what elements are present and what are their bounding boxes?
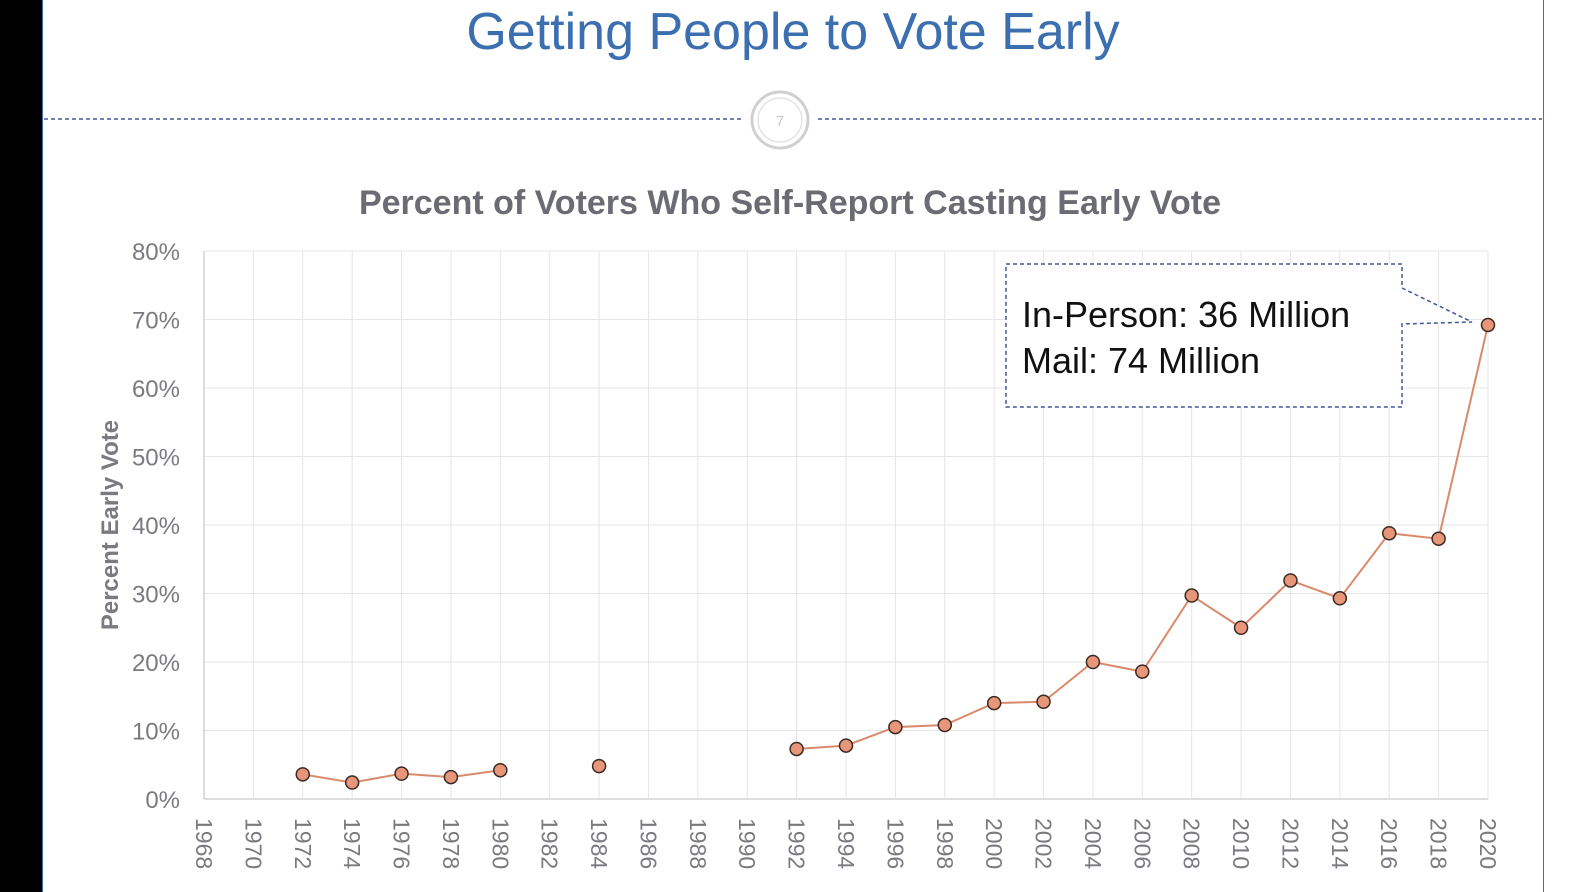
y-tick-labels: 0% 10% 20% 30% 40% 50% 60% 70% 80% (132, 239, 180, 814)
data-point-2018 (1431, 531, 1446, 546)
x-tick-label: 1980 (487, 818, 513, 869)
y-tick-label: 20% (132, 650, 180, 677)
data-point-1996 (888, 719, 903, 735)
series-line-segment (1042, 661, 1094, 703)
x-tick-label: 1970 (240, 818, 266, 869)
data-point-1994 (838, 738, 854, 753)
series-lines (302, 324, 1489, 784)
data-point-2004 (1085, 654, 1101, 670)
x-tick-label: 2006 (1129, 818, 1155, 869)
y-axis-label: Percent Early Vote (97, 420, 124, 630)
series-line-segment (845, 726, 896, 747)
series-line-segment (1141, 595, 1193, 673)
series-line-segment (401, 772, 451, 779)
series-line-segment (1240, 579, 1292, 629)
data-point-2008 (1184, 588, 1199, 603)
series-line-segment (302, 773, 353, 784)
data-point-1998 (937, 717, 953, 733)
series-line-segment (1191, 594, 1242, 629)
data-point-1984 (591, 758, 607, 774)
x-tick-label: 1974 (339, 818, 365, 869)
y-tick-label: 60% (132, 376, 180, 403)
y-tick-label: 70% (132, 308, 180, 335)
y-tick-label: 0% (145, 787, 180, 814)
series-line-segment (944, 702, 995, 726)
x-tick-label: 1992 (784, 818, 810, 869)
y-tick-label: 80% (132, 239, 180, 266)
data-point-1972 (295, 767, 311, 782)
x-tick-label: 1984 (586, 818, 612, 869)
series-line-segment (1092, 661, 1143, 673)
x-tick-label: 2016 (1376, 818, 1402, 869)
slide-right-margin (1544, 0, 1586, 892)
x-tick-label: 1976 (389, 818, 415, 869)
x-tick-label: 1968 (191, 818, 217, 869)
y-tick-label: 50% (132, 445, 180, 472)
y-tick-label: 30% (132, 582, 180, 609)
data-point-2016 (1381, 525, 1397, 541)
series-line-segment (895, 724, 945, 729)
data-point-2006 (1135, 664, 1150, 679)
x-tick-label: 1978 (438, 818, 464, 869)
x-tick-label: 2004 (1080, 818, 1106, 869)
data-point-2014 (1332, 591, 1348, 606)
data-point-2002 (1036, 694, 1051, 709)
series-line-segment (1437, 324, 1489, 539)
x-tick-label: 1986 (635, 818, 661, 869)
x-tick-label: 2018 (1426, 818, 1452, 869)
annotation-callout-box (1005, 263, 1473, 408)
x-tick-label: 2010 (1228, 818, 1254, 869)
data-point-2010 (1233, 620, 1249, 635)
x-tick-label: 2020 (1475, 818, 1501, 869)
x-tick-label: 1996 (882, 818, 908, 869)
y-tick-label: 10% (132, 719, 180, 746)
x-tick-labels: 1968 1970 1972 1974 1976 1978 1980 1982 1984 1986… (191, 818, 1501, 869)
x-tick-label: 2008 (1179, 818, 1205, 869)
x-tick-label: 2002 (1031, 818, 1057, 869)
x-tick-label: 1990 (734, 818, 760, 869)
slide-number-badge-inner (757, 97, 803, 143)
annotation-line-mail: Mail: 74 Million (1022, 340, 1260, 381)
data-point-2012 (1283, 573, 1298, 588)
series-line-segment (1339, 532, 1391, 599)
x-tick-label: 2012 (1277, 818, 1303, 869)
series-line-segment (1389, 532, 1439, 540)
slide-number-badge (750, 90, 810, 150)
data-point-1974 (344, 775, 360, 790)
slide-number: 7 (776, 113, 784, 130)
series-line-segment (994, 700, 1044, 705)
x-tick-label: 2014 (1327, 818, 1353, 869)
chart-title: Percent of Voters Who Self-Report Castin… (359, 184, 1221, 222)
series-line-segment (796, 744, 847, 750)
data-points (295, 317, 1496, 790)
x-tick-label: 1982 (537, 818, 563, 869)
data-point-1980 (493, 762, 508, 778)
series-line-segment (450, 769, 501, 779)
data-point-1992 (789, 741, 804, 757)
data-point-1978 (443, 769, 459, 785)
data-point-1976 (394, 766, 409, 781)
x-tick-label: 1988 (685, 818, 711, 869)
series-line-segment (351, 772, 402, 784)
x-tick-label: 1994 (833, 818, 859, 869)
x-tick-label: 2000 (981, 818, 1007, 869)
x-tick-label: 1972 (290, 818, 316, 869)
data-point-2000 (986, 695, 1002, 711)
x-tick-label: 1998 (932, 818, 958, 869)
data-point-2020 (1480, 317, 1496, 333)
annotation-callout: In-Person: 36 Million Mail: 74 Million (1005, 263, 1473, 408)
y-tick-label: 40% (132, 513, 180, 540)
slide-title: Getting People to Vote Early (466, 3, 1120, 61)
series-line-segment (1290, 579, 1341, 600)
annotation-line-in-person: In-Person: 36 Million (1022, 294, 1350, 335)
